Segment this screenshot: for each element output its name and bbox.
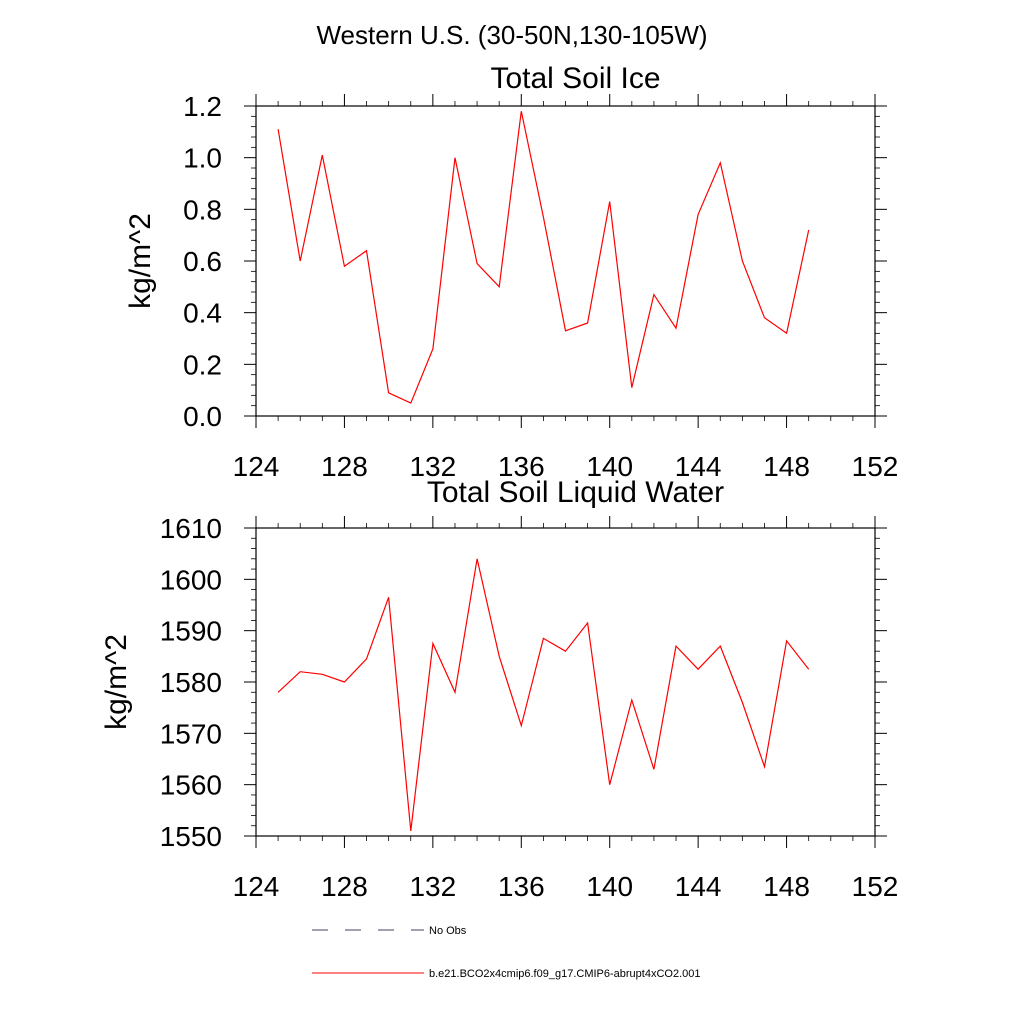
plot-frame xyxy=(255,105,876,417)
soil-ice-panel: Total Soil Ice 124 128 132 136 140 144 148 152 0.… xyxy=(124,62,898,482)
y-tick-label: 0.8 xyxy=(183,194,222,225)
x-tick-label: 124 xyxy=(233,451,280,482)
legend: No Obs b.e21.BCO2x4cmip6.f09_g17.CMIP6-ab… xyxy=(312,925,701,980)
x-tick-label: 132 xyxy=(409,871,456,902)
x-tick-label: 128 xyxy=(321,871,368,902)
legend-label: b.e21.BCO2x4cmip6.f09_g17.CMIP6-abrupt4x… xyxy=(429,968,701,980)
x-tick-label: 124 xyxy=(233,871,280,902)
y-tick-label: 0.6 xyxy=(183,246,222,277)
y-tick-label: 1610 xyxy=(160,513,222,544)
x-tick-label: 128 xyxy=(321,451,368,482)
y-tick-label: 1560 xyxy=(160,770,222,801)
y-tick-label: 1550 xyxy=(160,821,222,852)
panel-title: Total Soil Ice xyxy=(490,62,660,95)
x-tick-label: 152 xyxy=(852,451,899,482)
x-tick-label: 152 xyxy=(852,871,899,902)
x-tick-label: 148 xyxy=(763,451,810,482)
series-line xyxy=(277,558,810,831)
x-tick-label: 136 xyxy=(498,451,545,482)
y-tick-label: 1.0 xyxy=(183,143,222,174)
y-tick-label: 0.4 xyxy=(183,298,222,329)
y-tick-label: 0.0 xyxy=(183,401,222,432)
legend-label: No Obs xyxy=(429,925,467,937)
y-tick-label: 1.2 xyxy=(183,91,222,122)
x-tick-label: 140 xyxy=(586,871,633,902)
plot-frame xyxy=(255,527,876,837)
y-tick-label: 1600 xyxy=(160,564,222,595)
x-tick-label: 132 xyxy=(409,451,456,482)
series-line xyxy=(277,111,810,404)
y-axis-label: kg/m^2 xyxy=(124,213,157,309)
x-tick-label: 144 xyxy=(675,451,722,482)
y-tick-label: 1570 xyxy=(160,718,222,749)
panel-title: Total Soil Liquid Water xyxy=(427,476,724,509)
x-tick-label: 148 xyxy=(763,871,810,902)
x-tick-label: 140 xyxy=(586,451,633,482)
y-axis-label: kg/m^2 xyxy=(100,634,133,730)
x-tick-label: 136 xyxy=(498,871,545,902)
y-tick-label: 1590 xyxy=(160,616,222,647)
y-tick-label: 1580 xyxy=(160,667,222,698)
y-tick-label: 0.2 xyxy=(183,349,222,380)
soil-liquid-water-panel: Total Soil Liquid Water 124 128 132 136 140 14… xyxy=(100,476,898,902)
figure-title: Western U.S. (30-50N,130-105W) xyxy=(316,20,707,50)
x-tick-label: 144 xyxy=(675,871,722,902)
